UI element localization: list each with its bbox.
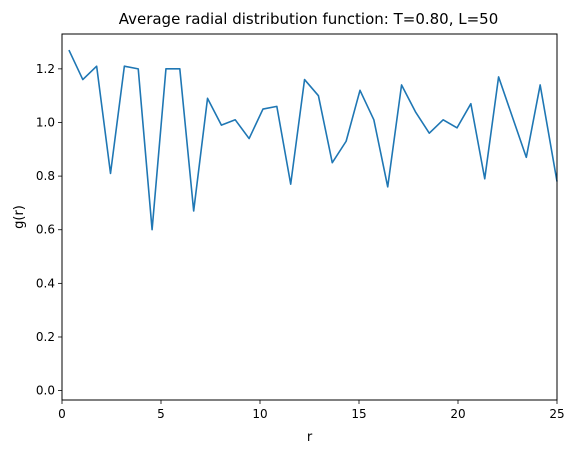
y-axis-label: g(r)	[12, 205, 27, 229]
plot-area-frame	[61, 33, 558, 401]
y-tick-label: 1.2	[36, 62, 55, 76]
y-tick-label: 0.4	[36, 276, 55, 290]
x-axis-ticks: 0 5 10 15 20 25	[58, 400, 565, 421]
y-tick-label: 0.2	[36, 330, 55, 344]
x-tick-label: 10	[252, 407, 267, 421]
x-tick-label: 15	[351, 407, 366, 421]
x-tick-label: 0	[58, 407, 66, 421]
series-line-0	[68, 49, 558, 231]
x-tick-label: 20	[450, 407, 465, 421]
y-tick-label: 1.0	[36, 115, 55, 129]
y-axis-ticks: 0.0 0.2 0.4 0.6 0.8 1.0 1.2	[36, 62, 62, 398]
y-tick-label: 0.6	[36, 223, 55, 237]
plot-lines	[68, 49, 558, 231]
x-tick-label: 5	[157, 407, 165, 421]
x-tick-label: 25	[549, 407, 564, 421]
y-tick-label: 0.8	[36, 169, 55, 183]
chart-title: Average radial distribution function: T=…	[119, 10, 499, 28]
x-axis-label: r	[307, 430, 313, 445]
y-tick-label: 0.0	[36, 384, 55, 398]
